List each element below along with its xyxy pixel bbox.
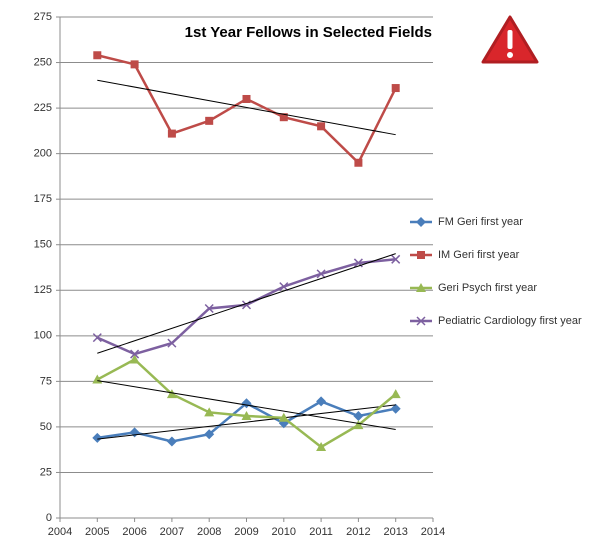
marker (167, 129, 176, 138)
marker (354, 158, 363, 167)
x-tick-label: 2006 (122, 526, 146, 538)
y-tick-label: 125 (34, 284, 52, 296)
legend-label: IM Geri first year (438, 249, 520, 261)
marker (204, 303, 214, 314)
y-tick-label: 250 (34, 56, 52, 68)
series (92, 396, 401, 447)
y-tick-label: 150 (34, 239, 52, 251)
marker (353, 410, 364, 421)
x-tick-label: 2010 (272, 526, 296, 538)
series (92, 253, 401, 359)
marker (166, 436, 177, 447)
series (93, 51, 400, 167)
y-tick-label: 175 (34, 193, 52, 205)
marker (316, 441, 327, 451)
marker (167, 338, 177, 348)
marker (130, 349, 140, 359)
x-tick-label: 2013 (383, 526, 407, 538)
marker (317, 122, 326, 131)
marker (417, 251, 425, 259)
warning-bar (507, 30, 513, 49)
marker (416, 283, 426, 292)
marker (242, 94, 251, 103)
marker (353, 420, 364, 430)
marker (279, 113, 288, 122)
x-tick-label: 2008 (197, 526, 221, 538)
marker (316, 269, 326, 279)
trend-line (97, 380, 396, 430)
y-tick-label: 225 (34, 102, 52, 114)
legend-item: IM Geri first year (410, 249, 520, 261)
marker (416, 316, 426, 326)
legend-label: Geri Psych first year (438, 282, 537, 294)
marker (92, 432, 103, 443)
x-tick-label: 2012 (346, 526, 370, 538)
marker (390, 403, 401, 414)
x-tick-label: 2004 (48, 526, 72, 538)
marker (279, 282, 289, 292)
marker (391, 84, 400, 93)
marker (166, 389, 177, 399)
legend: FM Geri first year IM Geri first year Geri… (410, 216, 582, 327)
trend-line (97, 404, 396, 440)
x-tick-label: 2011 (309, 526, 333, 538)
y-tick-label: 25 (40, 466, 52, 478)
marker (129, 354, 140, 364)
trend-line (97, 79, 396, 136)
series (92, 354, 401, 451)
y-tick-label: 200 (34, 148, 52, 160)
marker (316, 396, 327, 407)
y-tick-label: 100 (34, 330, 52, 342)
warning-icon (481, 15, 539, 64)
marker (205, 116, 214, 125)
legend-item: Pediatric Cardiology first year (410, 315, 582, 327)
marker (416, 217, 426, 227)
marker (390, 389, 401, 399)
trend-line (97, 253, 396, 354)
marker (93, 51, 102, 60)
y-tick-label: 275 (34, 11, 52, 23)
warning-dot (507, 52, 513, 58)
x-tick-label: 2005 (85, 526, 109, 538)
chart-title: 1st Year Fellows in Selected Fields (185, 24, 432, 41)
marker (241, 410, 252, 420)
x-tick-label: 2009 (234, 526, 258, 538)
marker (92, 333, 102, 343)
marker (130, 60, 139, 69)
x-tick-label: 2014 (421, 526, 445, 538)
legend-label: FM Geri first year (438, 216, 523, 228)
legend-item: FM Geri first year (410, 216, 523, 228)
marker (204, 407, 215, 417)
marker (204, 429, 215, 440)
x-tick-label: 2007 (160, 526, 184, 538)
y-tick-label: 75 (40, 375, 52, 387)
marker (278, 412, 289, 422)
legend-item: Geri Psych first year (410, 282, 537, 294)
y-tick-label: 0 (46, 512, 52, 524)
legend-label: Pediatric Cardiology first year (438, 315, 582, 327)
y-tick-label: 50 (40, 421, 52, 433)
marker (391, 254, 401, 264)
